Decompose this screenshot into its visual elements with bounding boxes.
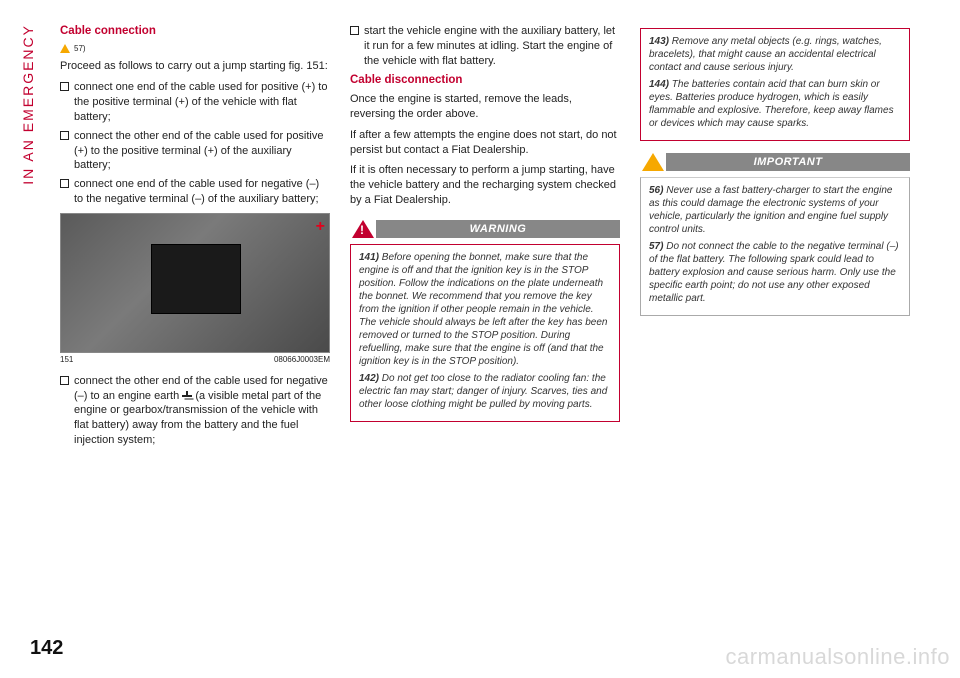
manual-page: IN AN EMERGENCY Cable connection 57) Pro…: [0, 0, 960, 678]
triangle-red-icon: [352, 220, 374, 238]
important-icon: [640, 151, 666, 173]
heading-cable-connection: Cable connection: [60, 24, 330, 40]
important-num: 57): [649, 241, 663, 252]
warning-icon: [350, 218, 376, 240]
paragraph: Proceed as follows to carry out a jump s…: [60, 59, 330, 74]
warning-box-cont: 143) Remove any metal objects (e.g. ring…: [640, 28, 910, 141]
list-text: connect one end of the cable used for ne…: [74, 177, 330, 207]
warning-text: Before opening the bonnet, make sure tha…: [359, 252, 607, 367]
list-item: connect one end of the cable used for ne…: [60, 177, 330, 207]
list-item: connect the other end of the cable used …: [60, 374, 330, 448]
warning-bar: WARNING: [350, 218, 620, 240]
warning-num: 144): [649, 79, 669, 90]
battery-shape: [151, 244, 241, 314]
warning-entry: 144) The batteries contain acid that can…: [649, 78, 901, 130]
column-2: start the vehicle engine with the auxili…: [350, 24, 620, 604]
warning-text: Do not get too close to the radiator coo…: [359, 373, 607, 410]
earth-icon: [182, 391, 192, 401]
bullet-icon: [60, 376, 69, 385]
important-entry: 57) Do not connect the cable to the nega…: [649, 240, 901, 305]
figure-code: 08066J0003EM: [274, 355, 330, 366]
column-3: 143) Remove any metal objects (e.g. ring…: [640, 24, 910, 604]
watermark: carmanualsonline.info: [725, 644, 950, 670]
list-item: connect one end of the cable used for po…: [60, 80, 330, 125]
warning-box: 141) Before opening the bonnet, make sur…: [350, 244, 620, 422]
figure-number: 151: [60, 355, 73, 366]
warning-num: 143): [649, 36, 669, 47]
triangle-amber-icon: [642, 153, 664, 171]
list-item: connect the other end of the cable used …: [60, 129, 330, 174]
warning-entry: 141) Before opening the bonnet, make sur…: [359, 251, 611, 368]
paragraph: If it is often necessary to perform a ju…: [350, 163, 620, 208]
paragraph: Once the engine is started, remove the l…: [350, 92, 620, 122]
bullet-icon: [60, 179, 69, 188]
ref-number: 57): [74, 44, 86, 55]
warning-text: Remove any metal objects (e.g. rings, wa…: [649, 36, 882, 73]
plus-icon: +: [316, 216, 325, 238]
warning-text: The batteries contain acid that can burn…: [649, 79, 894, 129]
important-num: 56): [649, 185, 663, 196]
list-text: connect the other end of the cable used …: [74, 129, 330, 174]
warning-triangle-icon: [60, 44, 70, 53]
important-text: Never use a fast battery-charger to star…: [649, 185, 892, 235]
paragraph: If after a few attempts the engine does …: [350, 128, 620, 158]
ref-row: 57): [60, 44, 330, 55]
bullet-icon: [60, 131, 69, 140]
important-box: 56) Never use a fast battery-charger to …: [640, 177, 910, 316]
list-item: start the vehicle engine with the auxili…: [350, 24, 620, 69]
content-columns: Cable connection 57) Proceed as follows …: [60, 24, 910, 604]
section-tab: IN AN EMERGENCY: [20, 24, 36, 185]
warning-entry: 143) Remove any metal objects (e.g. ring…: [649, 35, 901, 74]
figure-caption: 151 08066J0003EM: [60, 355, 330, 366]
column-1: Cable connection 57) Proceed as follows …: [60, 24, 330, 604]
bullet-icon: [350, 26, 359, 35]
warning-num: 141): [359, 252, 379, 263]
list-text: connect the other end of the cable used …: [74, 374, 330, 448]
list-text: connect one end of the cable used for po…: [74, 80, 330, 125]
bullet-icon: [60, 82, 69, 91]
warning-num: 142): [359, 373, 379, 384]
important-bar: IMPORTANT: [640, 151, 910, 173]
important-label: IMPORTANT: [666, 153, 910, 171]
warning-entry: 142) Do not get too close to the radiato…: [359, 372, 611, 411]
page-number: 142: [30, 637, 63, 660]
warning-label: WARNING: [376, 220, 620, 238]
figure-engine-bay: +: [60, 213, 330, 353]
important-entry: 56) Never use a fast battery-charger to …: [649, 184, 901, 236]
heading-cable-disconnection: Cable disconnection: [350, 73, 620, 89]
list-text: start the vehicle engine with the auxili…: [364, 24, 620, 69]
important-text: Do not connect the cable to the negative…: [649, 241, 899, 304]
